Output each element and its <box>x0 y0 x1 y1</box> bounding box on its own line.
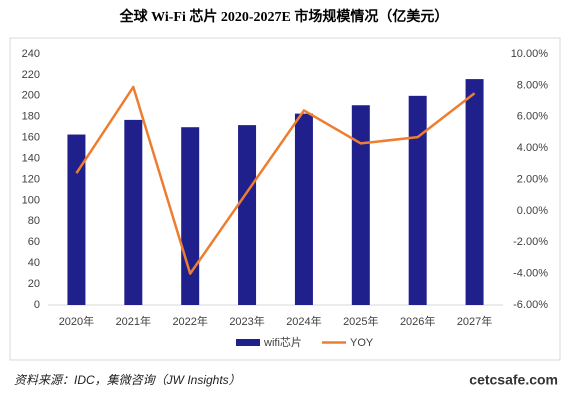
y2-tick-label: 2.00% <box>517 173 548 185</box>
bar <box>408 95 427 305</box>
y-tick-label: 0 <box>34 299 40 311</box>
x-tick-label: 2024年 <box>286 314 321 328</box>
bar <box>181 127 200 305</box>
x-tick-label: 2020年 <box>59 314 94 328</box>
y-tick-label: 60 <box>28 236 40 248</box>
y-tick-label: 180 <box>22 111 40 123</box>
bar <box>351 105 370 305</box>
y-tick-label: 120 <box>22 173 40 185</box>
y2-tick-label: 8.00% <box>517 79 548 91</box>
bar <box>294 113 313 305</box>
y-tick-label: 80 <box>28 215 40 227</box>
y2-tick-label: 0.00% <box>517 205 548 217</box>
chart-title: 全球 Wi-Fi 芯片 2020-2027E 市场规模情况（亿美元） <box>119 8 449 25</box>
legend-swatch <box>236 339 260 346</box>
x-tick-label: 2026年 <box>400 314 435 328</box>
x-tick-label: 2027年 <box>457 314 492 328</box>
y-tick-label: 160 <box>22 132 40 144</box>
x-tick-label: 2025年 <box>343 314 378 328</box>
y2-tick-label: 4.00% <box>517 142 548 154</box>
y-tick-label: 40 <box>28 257 40 269</box>
bar <box>465 79 484 305</box>
y2-tick-label: 6.00% <box>517 111 548 123</box>
line <box>75 85 476 275</box>
y2-tick-label: -2.00% <box>513 236 548 248</box>
source: 资料来源：IDC，集微咨询（JW Insights） <box>14 373 241 387</box>
watermark: cetcsafe.com <box>469 372 558 388</box>
y2-tick-label: 10.00% <box>511 48 549 60</box>
y-tick-label: 200 <box>22 90 40 102</box>
x-tick-label: 2021年 <box>116 314 151 328</box>
y-tick-label: 220 <box>22 69 40 81</box>
bar <box>67 134 86 305</box>
bar <box>238 125 257 305</box>
y-tick-label: 100 <box>22 194 40 206</box>
y-tick-label: 20 <box>28 278 40 290</box>
legend-label: wifi芯片 <box>263 335 302 349</box>
y-tick-label: 140 <box>22 152 40 164</box>
y2-tick-label: -6.00% <box>513 299 548 311</box>
y2-tick-label: -4.00% <box>513 268 548 280</box>
legend-label: YOY <box>350 337 374 349</box>
x-tick-label: 2023年 <box>229 314 264 328</box>
y-tick-label: 240 <box>22 48 40 60</box>
x-tick-label: 2022年 <box>172 314 207 328</box>
chart-frame <box>9 37 561 361</box>
bar <box>124 119 143 305</box>
